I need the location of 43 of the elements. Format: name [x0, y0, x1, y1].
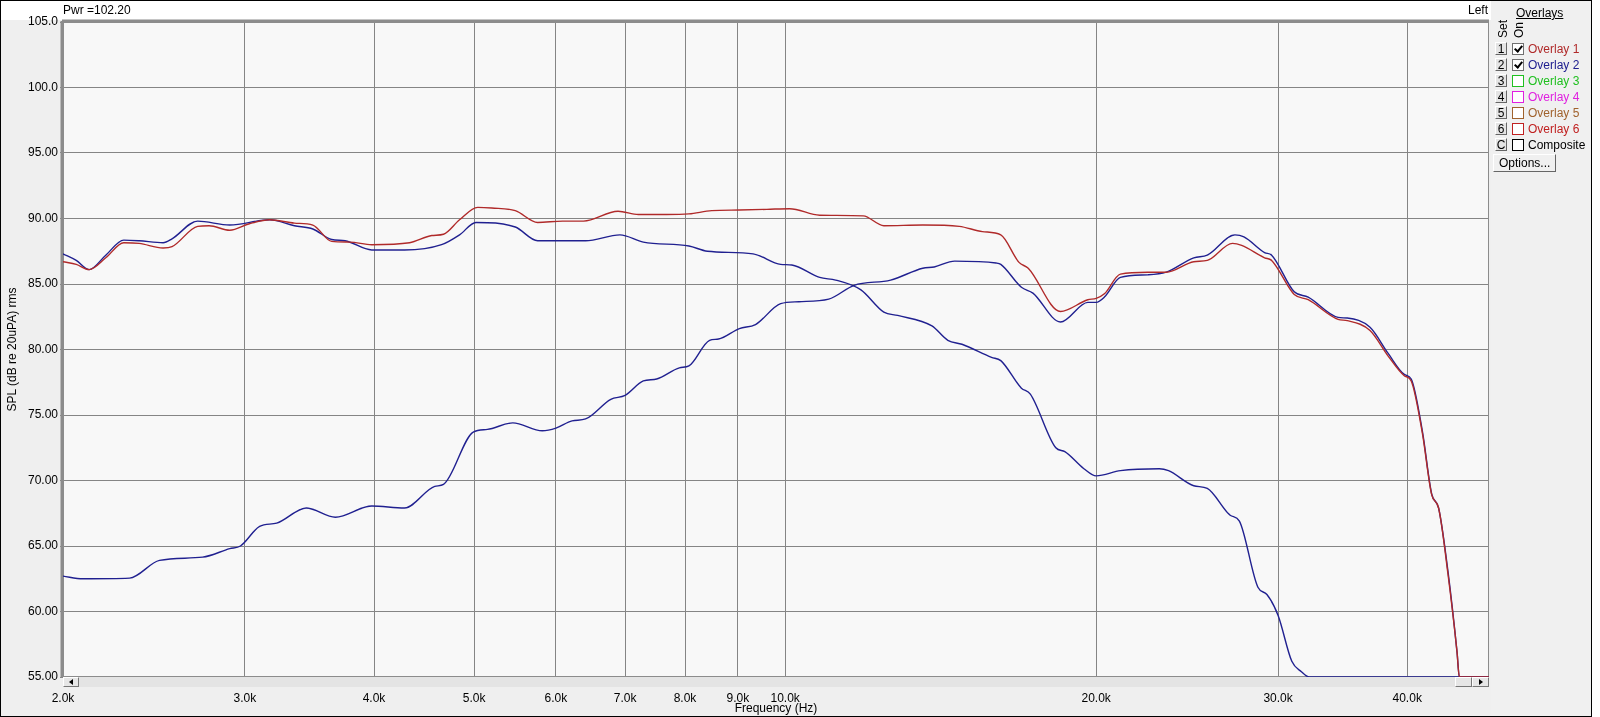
y-tick-label: 65.00 — [27, 538, 59, 553]
text: 2 — [1495, 58, 1507, 72]
x-tick-label: 8.0k — [673, 690, 698, 705]
y-tick-label: 90.00 — [27, 210, 59, 225]
y-tick-label: 75.00 — [27, 407, 59, 422]
y-tick-label: 80.00 — [27, 341, 59, 356]
y-tick-label: 105.0 — [27, 14, 59, 29]
text: Pwr =102.20 — [63, 3, 131, 17]
text: Set — [1496, 20, 1510, 39]
x-axis-title: Frequency (Hz) — [734, 701, 818, 716]
text: C — [1495, 138, 1507, 152]
text: 3 — [1495, 74, 1507, 88]
y-tick-label: 60.00 — [27, 603, 59, 618]
y-tick-label: 85.00 — [27, 276, 59, 291]
x-tick-label: 20.0k — [1081, 690, 1112, 705]
y-tick-label: 95.00 — [27, 145, 59, 160]
text: Options... — [1493, 154, 1557, 172]
text: 4 — [1495, 90, 1507, 104]
legend-title: Overlays — [1516, 6, 1564, 20]
y-tick-label: 100.0 — [27, 79, 59, 94]
y-axis-title: SPL (dB re 20uPA) rms — [4, 287, 19, 412]
legend-label: Overlay 4 — [1528, 90, 1580, 104]
text: Overlay 2 — [1528, 58, 1580, 72]
text: On — [1512, 22, 1526, 39]
x-tick-label: 2.0k — [51, 690, 76, 705]
x-tick-label: 4.0k — [362, 690, 387, 705]
x-tick-label: 5.0k — [462, 690, 487, 705]
y-tick-label: 70.00 — [27, 472, 59, 487]
x-tick-label: 30.0k — [1263, 690, 1294, 705]
x-tick-label: 7.0k — [613, 690, 638, 705]
legend-label: Composite — [1528, 138, 1586, 152]
x-tick-label: 40.0k — [1392, 690, 1423, 705]
text: Left — [1467, 3, 1488, 17]
legend-label: Overlay 3 — [1528, 74, 1580, 88]
legend-label: Overlay 5 — [1528, 106, 1580, 120]
x-tick-label: 3.0k — [233, 690, 258, 705]
text: Overlay 1 — [1528, 42, 1580, 56]
legend-label: Overlay 6 — [1528, 122, 1580, 136]
text: 6 — [1495, 122, 1507, 136]
text: 5 — [1495, 106, 1507, 120]
y-tick-label: 55.00 — [27, 669, 59, 684]
text: 1 — [1495, 42, 1507, 56]
x-tick-label: 6.0k — [544, 690, 569, 705]
